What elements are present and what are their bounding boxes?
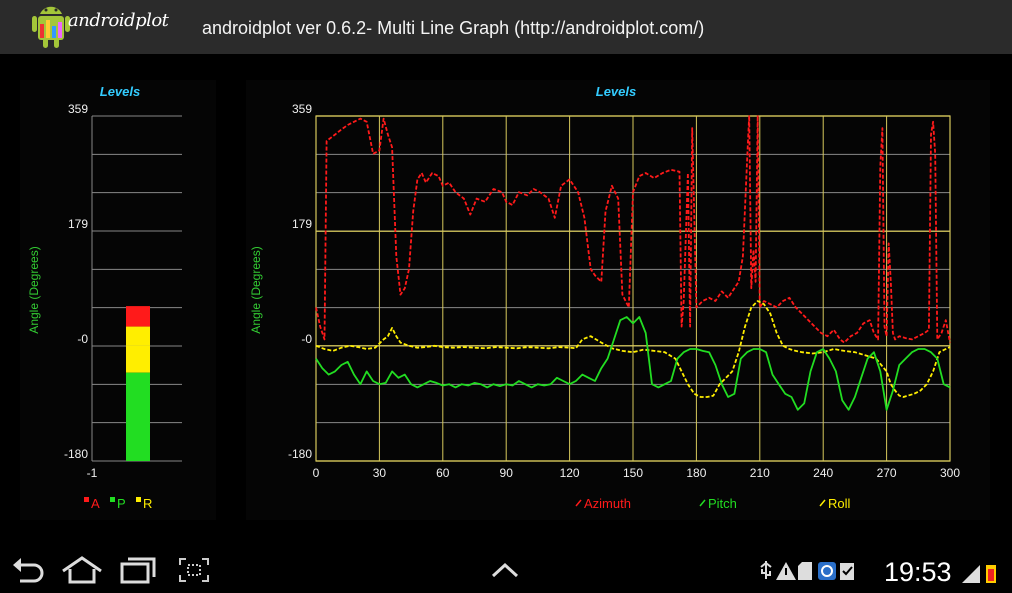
bar-segment-r [126, 345, 150, 373]
back-icon[interactable] [10, 555, 46, 585]
x-tick-label: 90 [500, 466, 514, 480]
x-tick-label: 270 [877, 466, 897, 480]
warning-icon [776, 562, 796, 580]
legend-swatch [699, 499, 706, 507]
x-tick-label: 210 [750, 466, 770, 480]
legend-swatch [575, 499, 582, 507]
system-navigation-bar: 19:53 [0, 547, 1012, 593]
levels-bar-chart-svg: Levels Angle (Degrees) 359 179 -0 -180 -1 A P… [27, 84, 182, 511]
clipboard-icon [840, 563, 854, 580]
grid [315, 115, 951, 462]
androidplot-logo [32, 6, 70, 48]
chevron-up-icon[interactable] [490, 561, 520, 579]
legend-label: Azimuth [584, 496, 631, 511]
sd-card-icon [798, 562, 812, 580]
legend: Azimuth Pitch Roll [575, 496, 851, 511]
y-tick-label: 359 [292, 102, 312, 116]
legend-label: P [117, 496, 126, 511]
battery-icon [986, 565, 996, 583]
x-tick-label: 0 [313, 466, 320, 480]
series-lines [315, 114, 951, 411]
legend-swatch [819, 499, 826, 507]
usb-icon [760, 561, 772, 579]
legend-label: Pitch [708, 496, 737, 511]
home-icon[interactable] [60, 555, 104, 585]
screenshot-icon[interactable] [176, 555, 212, 585]
levels-bar-chart: Levels Angle (Degrees) 359 179 -0 -180 -1 A P… [20, 80, 216, 520]
x-tick-label: 30 [373, 466, 387, 480]
recent-apps-icon[interactable] [118, 555, 158, 585]
legend-label: R [143, 496, 152, 511]
bar-segment-p [126, 372, 150, 461]
bars [126, 306, 150, 461]
signal-icon [962, 565, 980, 583]
x-tick-label: 300 [940, 466, 960, 480]
legend-swatch [110, 497, 115, 502]
plot-border [315, 115, 951, 462]
series-line-roll [315, 300, 951, 398]
status-clock: 19:53 [884, 557, 952, 587]
android-robot-icon [32, 6, 70, 48]
app-title-bar: androidplot androidplot ver 0.6.2- Multi… [0, 0, 1012, 54]
signal-battery-icons [962, 565, 996, 583]
legend-swatch [84, 497, 89, 502]
levels-line-chart: Levels Angle (Degrees) 359 179 -0 -180 0 30 60… [246, 80, 990, 520]
status-icons [760, 561, 854, 580]
legend-label: Roll [828, 496, 851, 511]
y-tick-label: -0 [301, 332, 312, 346]
series-line-azimuth [315, 114, 951, 344]
x-tick-label: 180 [686, 466, 706, 480]
y-tick-label: 179 [68, 217, 88, 231]
bar-segment-a [126, 306, 150, 327]
y-tick-label: 359 [68, 102, 88, 116]
x-tick-label: 240 [813, 466, 833, 480]
x-tick-label: 60 [436, 466, 450, 480]
ticks: 359 179 -0 -180 -1 [64, 102, 98, 480]
series-line-pitch [315, 316, 951, 411]
y-tick-label: -180 [288, 447, 312, 461]
plot-title: Levels [596, 84, 636, 99]
app-title: androidplot ver 0.6.2- Multi Line Graph … [202, 18, 705, 38]
legend-label: A [91, 496, 100, 511]
bar-segment-r-top [126, 326, 150, 346]
y-tick-label: -0 [77, 332, 88, 346]
plot-title: Levels [100, 84, 140, 99]
legend-swatch [136, 497, 141, 502]
x-tick-label: -1 [87, 466, 98, 480]
y-tick-label: -180 [64, 447, 88, 461]
y-axis-label: Angle (Degrees) [249, 246, 263, 333]
x-tick-label: 150 [623, 466, 643, 480]
x-tick-label: 120 [560, 466, 580, 480]
y-axis-label: Angle (Degrees) [27, 246, 41, 333]
y-tick-label: 179 [292, 217, 312, 231]
logo-text: androidplot [68, 10, 169, 31]
sync-icon [818, 562, 836, 580]
